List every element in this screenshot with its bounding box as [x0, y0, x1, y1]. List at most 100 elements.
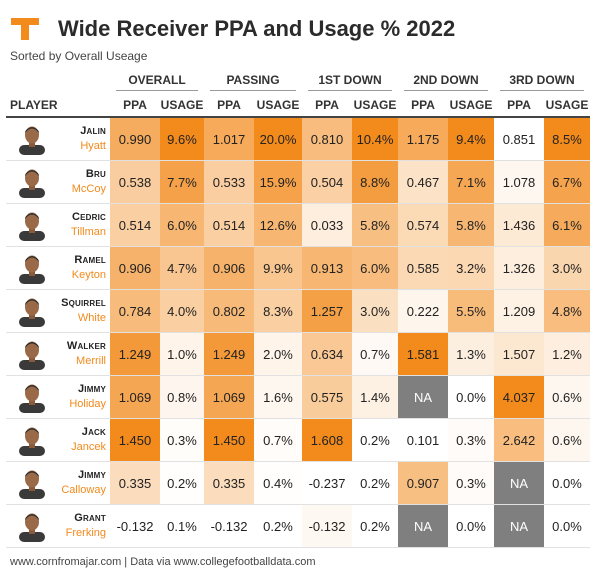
ppa-value-cell: 0.504: [302, 160, 352, 204]
ppa-value-cell: 1.581: [398, 332, 448, 376]
usage-value-cell: 9.9%: [254, 246, 302, 290]
usage-value-cell: 2.0%: [254, 332, 302, 376]
ppa-value-cell: 0.851: [494, 117, 544, 161]
usage-value-cell: 6.0%: [160, 203, 204, 247]
ppa-value-cell: 0.784: [110, 289, 160, 333]
ppa-value-cell: -0.132: [204, 504, 254, 548]
player-column-header: PLAYER: [6, 94, 110, 118]
player-name: Cedric Tillman: [52, 210, 106, 240]
ppa-value-cell: 0.467: [398, 160, 448, 204]
ppa-value-cell: 1.450: [204, 418, 254, 462]
usage-value-cell: 20.0%: [254, 117, 302, 161]
player-name: Jimmy Calloway: [52, 468, 106, 498]
player-cell: Jalin Hyatt: [6, 117, 110, 161]
ppa-value-cell: 0.906: [110, 246, 160, 290]
player-first-name: Walker: [66, 340, 106, 352]
player-headshot-icon: [19, 513, 45, 542]
usage-value-cell: 8.3%: [254, 289, 302, 333]
ppa-value-cell: 2.642: [494, 418, 544, 462]
usage-value-cell: 1.6%: [254, 375, 302, 419]
ppa-value-cell: -0.237: [302, 461, 352, 505]
ppa-value-cell: NA: [494, 504, 544, 548]
ppa-value-cell: 1.209: [494, 289, 544, 333]
player-first-name: Bru: [85, 168, 106, 180]
ppa-value-cell: 0.585: [398, 246, 448, 290]
usage-value-cell: 8.5%: [544, 117, 590, 161]
column-header-usage: USAGE: [160, 94, 204, 118]
table-row: Jack Jancek 1.450 0.3% 1.450 0.7% 1.608 0.2% 0.1…: [6, 418, 590, 462]
player-last-name: Hyatt: [80, 140, 106, 152]
player-name: Walker Merrill: [52, 339, 106, 369]
header: Wide Receiver PPA and Usage % 2022: [10, 12, 590, 48]
usage-value-cell: 0.1%: [160, 504, 204, 548]
player-cell: Bru McCoy: [6, 160, 110, 204]
player-name: Jalin Hyatt: [52, 124, 106, 154]
tennessee-t-logo-icon: [11, 18, 39, 40]
usage-value-cell: 7.7%: [160, 160, 204, 204]
ppa-value-cell: 1.078: [494, 160, 544, 204]
usage-value-cell: 9.4%: [448, 117, 494, 161]
column-header-ppa: PPA: [302, 94, 352, 118]
table-row: Cedric Tillman 0.514 6.0% 0.514 12.6% 0.033 5.8…: [6, 203, 590, 247]
ppa-value-cell: 1.017: [204, 117, 254, 161]
player-cell: Ramel Keyton: [6, 246, 110, 290]
usage-value-cell: 0.3%: [448, 418, 494, 462]
usage-value-cell: 7.1%: [448, 160, 494, 204]
player-last-name: Keyton: [71, 269, 106, 281]
usage-value-cell: 0.4%: [254, 461, 302, 505]
column-header-usage: USAGE: [544, 94, 590, 118]
group-header-overall: OVERALL: [110, 70, 204, 94]
usage-value-cell: 0.2%: [352, 418, 398, 462]
subheader-row: PLAYER PPA USAGE PPA USAGE PPA USAGE PPA…: [6, 94, 590, 118]
ppa-value-cell: 1.249: [204, 332, 254, 376]
group-header-row: OVERALL PASSING 1ST DOWN 2ND DOWN 3RD DO…: [6, 70, 590, 94]
usage-value-cell: 6.7%: [544, 160, 590, 204]
ppa-value-cell: 0.575: [302, 375, 352, 419]
usage-value-cell: 6.1%: [544, 203, 590, 247]
usage-value-cell: 0.6%: [544, 418, 590, 462]
ppa-value-cell: 0.033: [302, 203, 352, 247]
player-last-name: Merrill: [76, 355, 106, 367]
ppa-value-cell: 0.335: [110, 461, 160, 505]
player-headshot-icon: [19, 255, 45, 284]
player-last-name: McCoy: [71, 183, 106, 195]
usage-value-cell: 5.8%: [352, 203, 398, 247]
ppa-value-cell: 1.069: [204, 375, 254, 419]
usage-value-cell: 9.6%: [160, 117, 204, 161]
usage-value-cell: 12.6%: [254, 203, 302, 247]
ppa-value-cell: 0.538: [110, 160, 160, 204]
usage-value-cell: 1.0%: [160, 332, 204, 376]
player-first-name: Cedric: [71, 211, 106, 223]
usage-value-cell: 3.2%: [448, 246, 494, 290]
ppa-value-cell: 0.335: [204, 461, 254, 505]
usage-value-cell: 0.0%: [448, 504, 494, 548]
usage-value-cell: 0.0%: [544, 504, 590, 548]
source-footer: www.cornfromajar.com | Data via www.coll…: [10, 556, 316, 568]
usage-value-cell: 10.4%: [352, 117, 398, 161]
player-first-name: Jalin: [80, 125, 106, 137]
table-row: Jalin Hyatt 0.990 9.6% 1.017 20.0% 0.810 10.4% 1…: [6, 117, 590, 161]
ppa-value-cell: 0.222: [398, 289, 448, 333]
column-header-ppa: PPA: [398, 94, 448, 118]
player-first-name: Jack: [81, 426, 106, 438]
table-row: Ramel Keyton 0.906 4.7% 0.906 9.9% 0.913 6.0% 0.…: [6, 246, 590, 290]
ppa-value-cell: 1.175: [398, 117, 448, 161]
player-last-name: Frerking: [65, 527, 106, 539]
player-last-name: Tillman: [70, 226, 106, 238]
player-cell: Jack Jancek: [6, 418, 110, 462]
ppa-value-cell: -0.132: [302, 504, 352, 548]
player-name: Ramel Keyton: [52, 253, 106, 283]
column-header-usage: USAGE: [254, 94, 302, 118]
table-row: Grant Frerking -0.132 0.1% -0.132 0.2% -0.132 0…: [6, 504, 590, 548]
player-name: Jack Jancek: [52, 425, 106, 455]
player-last-name: Holiday: [69, 398, 106, 410]
ppa-value-cell: 4.037: [494, 375, 544, 419]
usage-value-cell: 5.5%: [448, 289, 494, 333]
ppa-value-cell: 0.574: [398, 203, 448, 247]
player-first-name: Ramel: [74, 254, 106, 266]
player-first-name: Grant: [74, 512, 106, 524]
player-cell: Cedric Tillman: [6, 203, 110, 247]
player-cell: Jimmy Holiday: [6, 375, 110, 419]
usage-value-cell: 0.7%: [254, 418, 302, 462]
usage-value-cell: 5.8%: [448, 203, 494, 247]
